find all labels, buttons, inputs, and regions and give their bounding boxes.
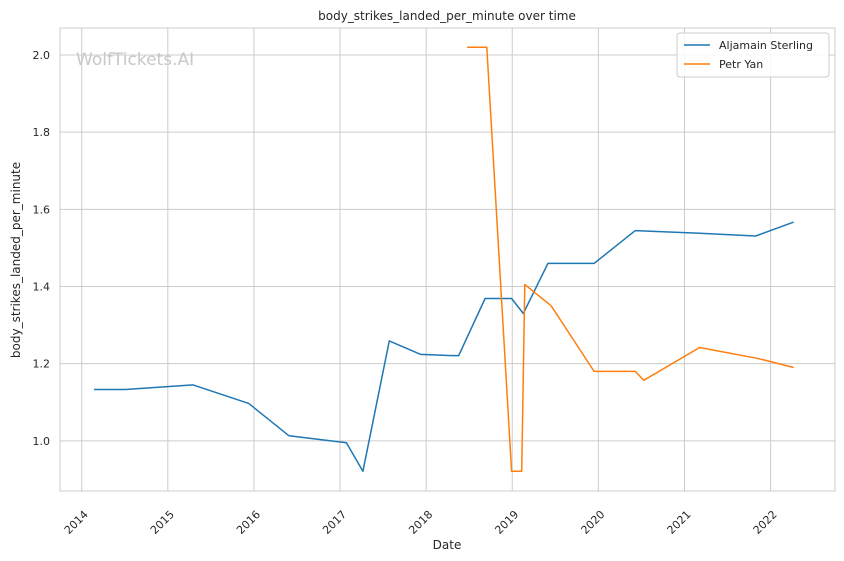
x-tick-label: 2016 [234, 508, 263, 537]
x-tick-label: 2020 [579, 508, 608, 537]
y-tick-label: 1.0 [33, 435, 51, 448]
y-tick-labels: 1.0 1.2 1.4 1.6 1.8 2.0 [33, 49, 51, 448]
legend-box [676, 32, 830, 78]
x-tick-label: 2019 [492, 508, 521, 537]
legend: Aljamain Sterling Petr Yan [676, 32, 830, 78]
x-tick-label: 2015 [148, 508, 177, 537]
x-axis-label: Date [433, 538, 462, 552]
y-axis-label: body_strikes_landed_per_minute [9, 162, 23, 358]
x-tick-label: 2014 [62, 508, 91, 537]
plot-frame [59, 27, 836, 492]
series-line-petr-yan [467, 46, 794, 473]
x-tick-label: 2017 [320, 508, 349, 537]
x-tick-labels: 2014 2015 2016 2017 2018 2019 2020 2021 2022 [62, 508, 780, 537]
chart-title: body_strikes_landed_per_minute over time [318, 9, 576, 23]
legend-label-petr-yan: Petr Yan [719, 58, 763, 71]
legend-label-aljamain-sterling: Aljamain Sterling [719, 39, 813, 52]
x-tick-label: 2018 [406, 508, 435, 537]
series-lines [94, 46, 794, 473]
grid-lines [60, 28, 835, 491]
y-tick-label: 1.8 [33, 126, 51, 139]
x-tick-label: 2022 [751, 508, 780, 537]
y-tick-label: 2.0 [33, 49, 51, 62]
y-tick-label: 1.2 [33, 358, 51, 371]
x-tick-label: 2021 [665, 508, 694, 537]
y-tick-label: 1.4 [33, 281, 51, 294]
series-line-aljamain-sterling [94, 221, 794, 473]
y-tick-label: 1.6 [33, 203, 51, 216]
watermark-text: WolfTickets.AI [76, 50, 194, 70]
